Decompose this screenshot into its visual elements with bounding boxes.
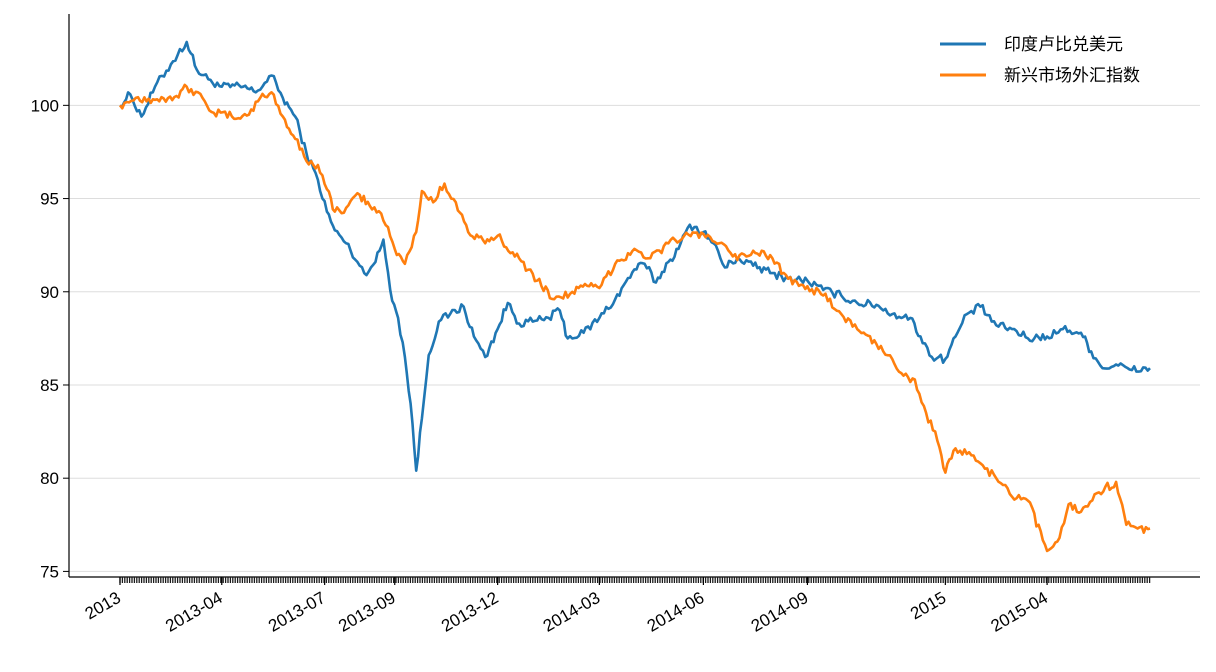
y-tick-label: 80 [40,469,59,488]
x-minor-ticks [119,577,1151,583]
x-tick-label: 2015 [907,588,949,623]
x-tick-label: 2013 [82,588,124,623]
x-tick-label: 2013-12 [438,588,502,636]
y-tick-label: 100 [31,96,59,115]
y-tick-label: 85 [40,376,59,395]
x-tick-label: 2013-09 [335,588,399,636]
x-tick-label: 2015-04 [988,588,1052,636]
x-tick-label: 2013-07 [265,588,329,636]
x-tick-label: 2013-04 [162,588,226,636]
y-tick-label: 90 [40,283,59,302]
y-ticks: 75 80 85 90 95 100 [31,96,69,581]
series-line-2 [118,83,1151,553]
gridlines [69,104,1200,572]
y-tick-label: 75 [40,562,59,581]
legend-label-series-2: 新兴市场外汇指数 [1004,66,1140,85]
x-tick-label: 2014-06 [644,588,708,636]
x-ticks: 2013 2013-04 2013-07 2013-09 2013-12 2014-03 2… [82,577,1051,636]
series-line-1 [119,40,1151,472]
legend-label-series-1: 印度卢比兑美元 [1004,35,1123,54]
series-lines [118,40,1151,553]
x-tick-label: 2014-03 [540,588,604,636]
y-tick-label: 95 [40,190,59,209]
legend: 印度卢比兑美元 新兴市场外汇指数 [940,35,1140,85]
x-tick-label: 2014-09 [748,588,812,636]
axes [68,14,1200,578]
